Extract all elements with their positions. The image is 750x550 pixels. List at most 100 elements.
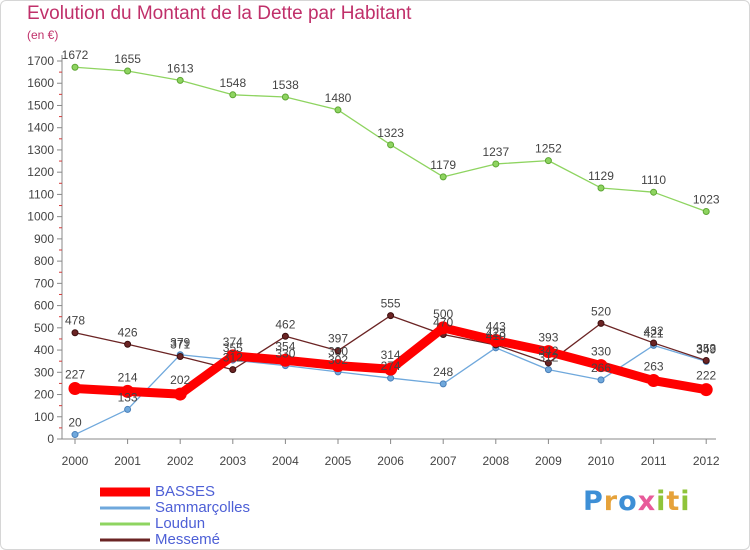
data-point-basses (384, 362, 398, 376)
x-tick-label: 2000 (62, 454, 89, 468)
legend-label-sammarcolles: Sammarçolles (155, 499, 251, 516)
data-point-loudun (650, 188, 658, 196)
data-label-messeme: 520 (591, 304, 611, 318)
data-label-basses: 263 (644, 360, 664, 374)
legend-label-basses: BASSES (155, 483, 216, 500)
data-label-messeme: 423 (486, 326, 506, 340)
data-label-messeme: 312 (223, 351, 243, 365)
legend-swatch-loudun (100, 522, 150, 526)
data-point-messeme (544, 359, 552, 367)
y-tick-label: 900 (34, 232, 54, 246)
y-unit-label: (en €) (27, 28, 59, 42)
data-label-loudun: 1538 (272, 78, 299, 92)
y-tick-label: 200 (34, 388, 54, 402)
data-point-loudun (702, 208, 710, 216)
x-tick-label: 2011 (641, 454, 667, 468)
data-label-sammarcolles: 312 (538, 351, 558, 365)
data-label-basses: 330 (328, 345, 348, 359)
y-tick-label: 1600 (27, 76, 54, 90)
data-label-loudun: 1023 (693, 193, 720, 207)
logo-letter: r (603, 486, 619, 517)
x-tick-label: 2008 (482, 454, 509, 468)
legend-swatch-basses (100, 487, 150, 497)
y-tick-label: 1700 (27, 54, 54, 68)
data-point-messeme (334, 347, 342, 355)
data-point-sammarcolles (597, 376, 605, 384)
y-tick-label: 1100 (28, 187, 54, 201)
logo-letter: i (656, 486, 667, 517)
x-tick-label: 2007 (430, 454, 457, 468)
chart-title: Evolution du Montant de la Dette par Hab… (27, 3, 412, 24)
data-label-basses: 222 (696, 369, 716, 383)
data-label-sammarcolles: 248 (433, 365, 453, 379)
data-point-loudun (334, 106, 342, 114)
data-point-sammarcolles (124, 405, 132, 413)
data-point-basses (647, 374, 661, 388)
logo-letter: t (666, 486, 681, 517)
data-point-messeme (229, 366, 237, 374)
y-tick-label: 1200 (27, 165, 54, 179)
data-label-loudun: 1323 (377, 126, 404, 140)
data-label-basses: 214 (118, 370, 138, 384)
data-point-sammarcolles (71, 431, 79, 439)
data-point-loudun (281, 93, 289, 101)
data-point-sammarcolles (544, 366, 552, 374)
data-label-loudun: 1237 (482, 145, 509, 159)
y-tick-label: 1500 (27, 98, 54, 112)
legend-label-messeme: Messemé (155, 531, 221, 548)
data-point-basses (699, 383, 713, 397)
x-tick-label: 2005 (325, 454, 352, 468)
logo-letter: o (618, 486, 638, 517)
data-point-loudun (492, 160, 500, 168)
data-point-basses (541, 345, 555, 359)
data-point-messeme (597, 319, 605, 327)
data-label-sammarcolles: 20 (68, 416, 82, 430)
data-point-loudun (124, 67, 132, 75)
data-point-basses (594, 359, 608, 373)
data-point-messeme (71, 329, 79, 337)
data-point-basses (489, 333, 503, 347)
data-point-messeme (387, 312, 395, 320)
y-tick-label: 500 (34, 321, 54, 335)
data-label-basses: 227 (65, 368, 85, 382)
data-label-basses: 202 (170, 373, 190, 387)
data-label-basses: 354 (275, 339, 295, 353)
data-point-messeme (281, 332, 289, 340)
data-point-loudun (229, 91, 237, 99)
y-tick-label: 0 (47, 432, 54, 446)
data-point-messeme (702, 357, 710, 365)
data-label-loudun: 1110 (641, 173, 666, 187)
data-point-messeme (650, 339, 658, 347)
y-tick-label: 1400 (27, 121, 54, 135)
data-label-loudun: 1129 (588, 169, 614, 183)
data-point-sammarcolles (387, 374, 395, 382)
data-point-loudun (71, 63, 79, 71)
data-point-messeme (124, 340, 132, 348)
data-point-basses (68, 382, 82, 396)
data-label-sammarcolles: 133 (118, 390, 138, 404)
x-tick-label: 2001 (114, 454, 141, 468)
data-point-loudun (544, 157, 552, 165)
x-tick-label: 2006 (377, 454, 404, 468)
data-label-basses: 330 (591, 345, 611, 359)
data-label-sammarcolles: 421 (644, 326, 664, 340)
data-point-basses (331, 359, 345, 373)
x-tick-label: 2004 (272, 454, 299, 468)
y-tick-label: 1000 (27, 210, 54, 224)
data-point-basses (121, 384, 135, 398)
data-label-basses: 393 (538, 331, 558, 345)
data-label-messeme: 470 (433, 315, 453, 329)
data-label-sammarcolles: 379 (170, 336, 190, 350)
y-tick-label: 700 (34, 276, 54, 290)
logo-letter: x (637, 486, 657, 517)
data-label-sammarcolles: 355 (223, 341, 243, 355)
data-label-loudun: 1179 (430, 158, 456, 172)
data-label-sammarcolles: 274 (381, 359, 401, 373)
x-tick-label: 2003 (219, 454, 246, 468)
x-tick-label: 2010 (588, 454, 615, 468)
data-label-sammarcolles: 349 (696, 342, 716, 356)
legend-swatch-sammarcolles (100, 506, 150, 510)
data-point-loudun (176, 76, 184, 84)
data-label-messeme: 371 (170, 338, 190, 352)
